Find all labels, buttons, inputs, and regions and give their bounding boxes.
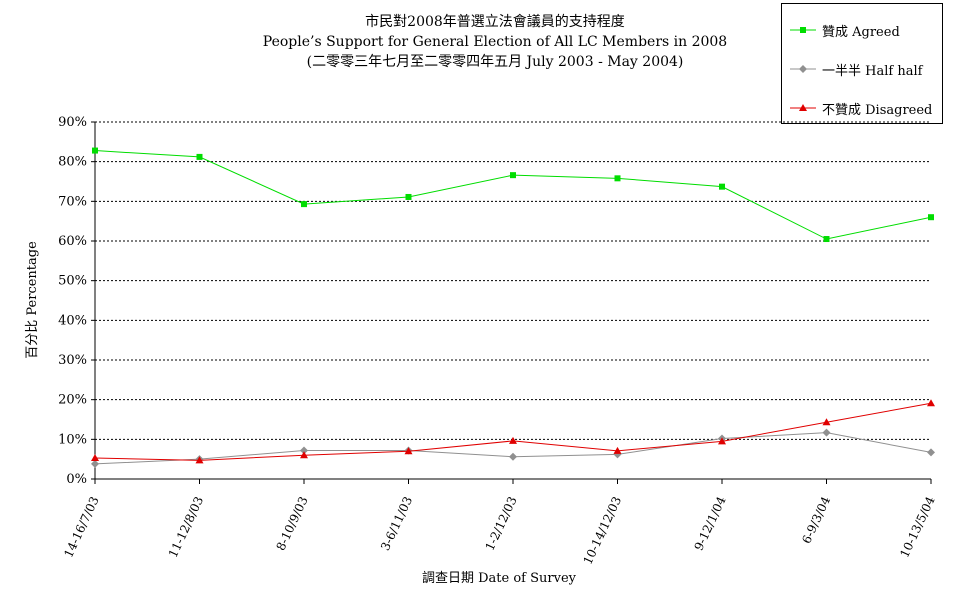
y-tick-label: 40% <box>58 313 87 328</box>
data-point-disagreed <box>300 451 308 459</box>
x-tick-label: 1-2/12/03 <box>483 494 520 552</box>
legend-item-half: 一半半 Half half <box>790 59 922 79</box>
data-point-half-half <box>300 446 308 455</box>
legend-swatch-half <box>790 65 816 73</box>
y-axis-label: 百分比 Percentage <box>25 241 40 359</box>
chart-legend: 贊成 Agreed 一半半 Half half 不贊成 Disagreed <box>781 3 943 124</box>
data-point-agreed <box>614 175 621 182</box>
x-tick-label: 8-10/9/03 <box>274 494 311 552</box>
data-point-half-half <box>927 448 935 457</box>
data-point-agreed <box>301 201 307 208</box>
chart-subtitle-period: (二零零三年七月至二零零四年五月 July 2003 - May 2004) <box>306 54 684 70</box>
data-point-disagreed <box>718 437 726 445</box>
y-ticks: 0% 10% 20% 30% 40% 50% 60% 70% 80% 90% <box>58 115 95 487</box>
legend-label-half: 一半半 Half half <box>822 63 923 79</box>
series-line-agreed <box>94 150 932 240</box>
y-tick-label: 0% <box>66 472 87 487</box>
data-point-half-half <box>822 428 831 437</box>
y-tick-label: 80% <box>58 155 87 170</box>
data-point-half-half <box>509 452 517 461</box>
chart-title: 市民對2008年普選立法會議員的支持程度 <box>365 14 625 30</box>
data-point-agreed <box>405 193 412 200</box>
chart-title-block: 市民對2008年普選立法會議員的支持程度 People’s Support fo… <box>95 12 895 72</box>
data-point-agreed <box>719 183 725 190</box>
data-point-agreed <box>928 214 934 221</box>
data-point-agreed <box>823 236 830 243</box>
x-tick-label: 6-9/3/04 <box>799 494 833 546</box>
y-tick-label: 60% <box>58 234 87 249</box>
y-tick-label: 90% <box>58 115 87 130</box>
legend-label-agreed: 贊成 Agreed <box>822 24 900 40</box>
x-tick-label: 3-6/11/03 <box>378 494 415 552</box>
x-tick-label: 9-12/1/04 <box>692 494 729 553</box>
data-series <box>91 147 935 468</box>
legend-label-disagreed: 不贊成 Disagreed <box>822 102 933 118</box>
y-tick-label: 20% <box>58 393 87 408</box>
series-line-disagreed <box>94 402 932 461</box>
data-point-agreed <box>92 147 98 154</box>
legend-item-agreed: 贊成 Agreed <box>790 20 900 40</box>
y-tick-label: 10% <box>58 432 87 447</box>
y-tick-label: 70% <box>58 194 87 209</box>
data-point-disagreed <box>404 447 413 455</box>
data-point-disagreed <box>927 399 935 407</box>
data-point-disagreed <box>822 418 831 426</box>
data-point-disagreed <box>91 453 99 461</box>
x-tick-label: 10-13/5/04 <box>897 494 938 560</box>
gridlines <box>95 121 931 440</box>
data-point-agreed <box>196 153 203 160</box>
data-point-agreed <box>510 172 516 179</box>
y-tick-label: 50% <box>58 274 87 289</box>
legend-item-disagreed: 不贊成 Disagreed <box>790 98 932 118</box>
data-point-disagreed <box>613 446 622 454</box>
data-point-half-half <box>91 459 99 468</box>
data-point-disagreed <box>509 436 517 444</box>
legend-swatch-agreed <box>790 27 816 33</box>
y-tick-label: 30% <box>58 353 87 368</box>
x-tick-label: 14-16/7/03 <box>61 494 101 559</box>
x-ticks: 14-16/7/03 11-12/8/03 8-10/9/03 3-6/11/03 1-… <box>61 479 938 567</box>
chart-subtitle: People’s Support for General Election of… <box>262 34 728 50</box>
x-tick-label: 10-14/12/03 <box>581 494 625 566</box>
data-point-disagreed <box>195 456 204 464</box>
x-tick-label: 11-12/8/03 <box>166 494 206 559</box>
legend-swatch-disagreed <box>790 104 816 111</box>
x-axis-label: 調查日期 Date of Survey <box>422 571 577 586</box>
